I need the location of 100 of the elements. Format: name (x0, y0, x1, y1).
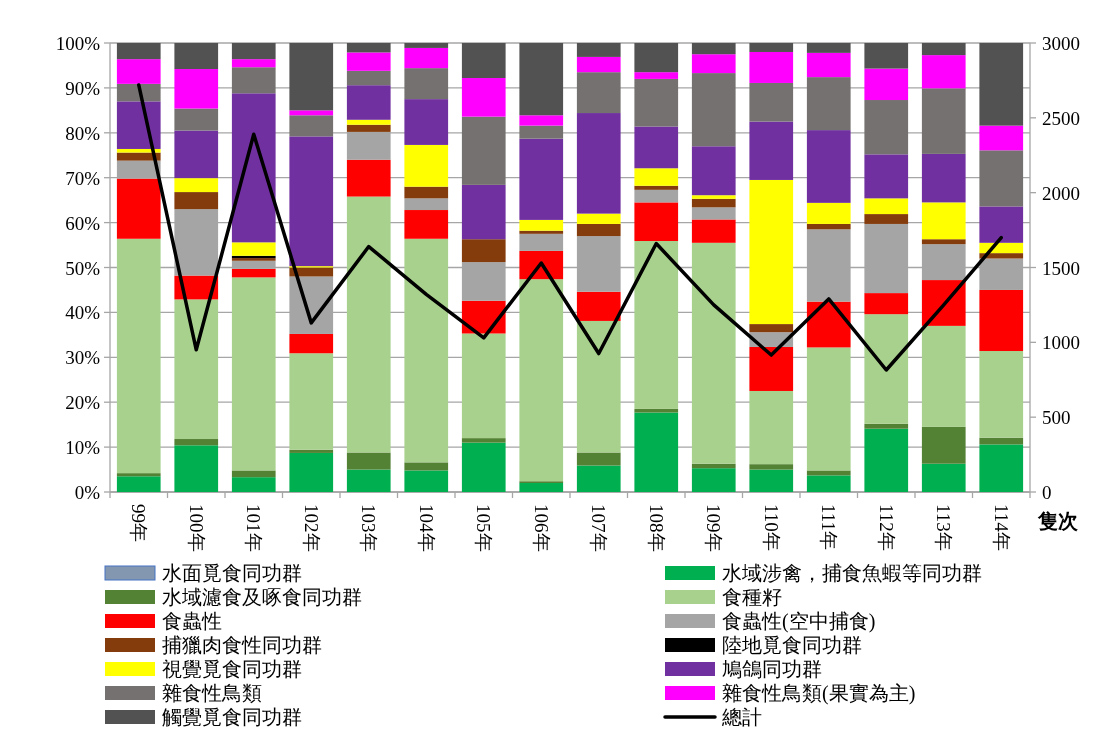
bar (174, 108, 219, 131)
bar (921, 426, 966, 464)
bar (634, 78, 679, 127)
bar (634, 189, 679, 203)
bar (806, 475, 851, 492)
y2-tick-label: 1500 (1042, 257, 1080, 279)
bar (461, 78, 506, 117)
y2-tick-label: 0 (1042, 482, 1052, 503)
bar (576, 452, 621, 466)
x-tick-label: 108年 (645, 504, 667, 552)
bar (116, 473, 161, 477)
bar (404, 144, 449, 187)
y-tick-label: 10% (65, 437, 101, 459)
bar (116, 178, 161, 239)
bar (864, 423, 909, 429)
bar (576, 465, 621, 492)
bar (864, 314, 909, 424)
y2-tick-label: 500 (1042, 407, 1071, 429)
bar (404, 198, 449, 211)
bar (289, 353, 334, 450)
bar (116, 148, 161, 153)
bar (231, 477, 276, 492)
bar (289, 333, 334, 354)
y2-tick-label: 1000 (1042, 332, 1080, 354)
bar (519, 233, 564, 251)
bar (519, 125, 564, 139)
bar (461, 184, 506, 240)
x-tick-label: 112年 (875, 504, 897, 551)
bar (404, 43, 449, 48)
bar (634, 202, 679, 242)
y-tick-label: 30% (65, 347, 101, 369)
bar (461, 43, 506, 79)
y-tick-label: 100% (55, 33, 101, 54)
bar (519, 279, 564, 482)
legend-label: 雜食性鳥類(果實為主) (722, 682, 916, 705)
bar (116, 43, 161, 60)
bar (404, 47, 449, 69)
bar (576, 43, 621, 57)
y2-tick-label: 3000 (1042, 33, 1080, 54)
bar (806, 470, 851, 476)
legend-label: 陸地覓食同功群 (722, 634, 862, 656)
bar (979, 289, 1024, 352)
bar (346, 70, 391, 86)
bar (461, 442, 506, 492)
bar (806, 130, 851, 203)
bar (346, 52, 391, 71)
bar (576, 213, 621, 224)
bar (921, 55, 966, 89)
bar (634, 185, 679, 190)
bar (979, 206, 1024, 243)
y-tick-label: 50% (65, 257, 101, 279)
y-tick-label: 0% (74, 482, 101, 503)
bar (346, 124, 391, 132)
bar (806, 202, 851, 224)
bar (289, 136, 334, 267)
bar (346, 452, 391, 470)
bar (864, 293, 909, 315)
bar (634, 168, 679, 186)
bar (116, 59, 161, 84)
bar (346, 196, 391, 453)
x-tick-label: 114年 (990, 504, 1012, 551)
x-tick-label: 111年 (818, 504, 840, 551)
x-tick-label: 104年 (415, 504, 437, 552)
x-tick-label: 100年 (185, 504, 207, 552)
bar (174, 130, 219, 179)
bar (116, 83, 161, 102)
bar (634, 43, 679, 73)
bar (576, 291, 621, 321)
bar (634, 241, 679, 409)
x-tick-label: 102年 (300, 504, 322, 552)
bar (921, 239, 966, 245)
bar (691, 207, 736, 220)
bar (519, 115, 564, 126)
legend-label: 雜食性鳥類 (162, 682, 262, 704)
bar (864, 68, 909, 101)
bar (346, 119, 391, 125)
bar (749, 346, 794, 391)
bar (174, 69, 219, 109)
bar (806, 77, 851, 131)
bar (691, 219, 736, 243)
bar (921, 325, 966, 427)
bar (116, 238, 161, 474)
bar (806, 52, 851, 78)
bar (691, 54, 736, 74)
bar (231, 67, 276, 94)
bar (634, 412, 679, 492)
bar (806, 43, 851, 53)
legend-label: 食蟲性 (162, 610, 222, 632)
bar (231, 43, 276, 60)
bar (289, 452, 334, 492)
bar (979, 150, 1024, 207)
legend-label: 食蟲性(空中捕食) (722, 610, 876, 633)
bar (576, 72, 621, 114)
bar (749, 82, 794, 122)
bar (691, 43, 736, 55)
bar (691, 198, 736, 208)
y-tick-label: 20% (65, 392, 101, 414)
bar (289, 115, 334, 137)
x-tick-label: 101年 (243, 504, 265, 552)
bar (174, 192, 219, 210)
